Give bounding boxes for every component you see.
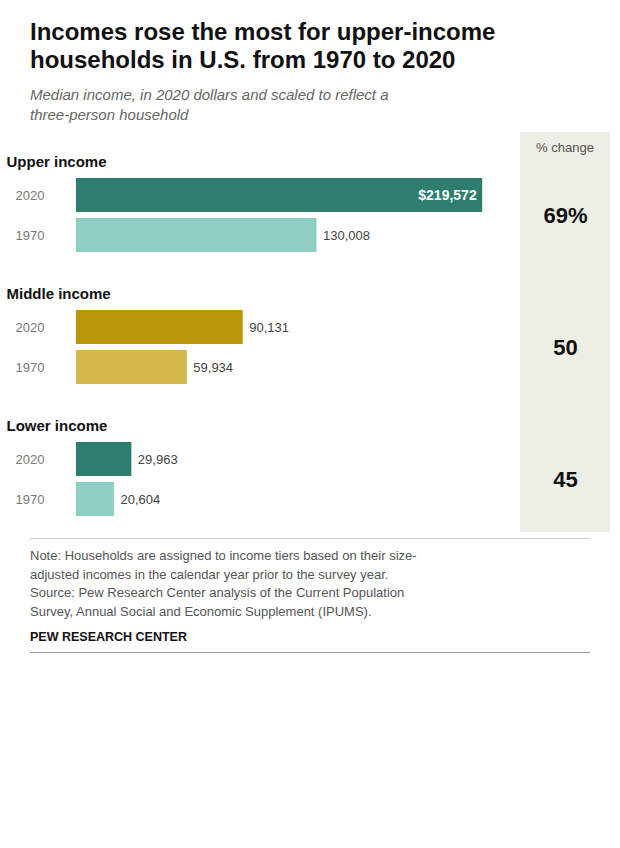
html-text:PEW RESEARCH CENTER: PEW RESEARCH CENTER [30,630,187,645]
svg-text:2020: 2020 [16,187,45,202]
svg-text:$219,572: $219,572 [418,187,477,203]
svg-text:130,008: 130,008 [323,227,370,242]
html-text:Note: Households are assigned: Note: Households are assigned to income … [30,547,417,620]
svg-text:Middle income: Middle income [7,284,111,301]
svg-text:1970: 1970 [16,227,45,242]
html-text:Incomes rose the most for uppe: Incomes rose the most for upper-income h… [30,18,496,73]
html-text:Median income, in 2020 dollars: Median income, in 2020 dollars and scale… [30,86,389,124]
svg-text:2020: 2020 [16,319,45,334]
svg-text:1970: 1970 [16,359,45,374]
html-text:% change: % change [536,139,594,155]
svg-text:69%: 69% [543,202,587,227]
svg-text:Upper income: Upper income [7,152,107,169]
svg-text:1970: 1970 [16,491,45,506]
svg-text:45: 45 [553,466,577,491]
svg-text:2020: 2020 [16,451,45,466]
svg-text:20,604: 20,604 [121,491,161,506]
svg-text:90,131: 90,131 [249,319,289,334]
svg-text:29,963: 29,963 [138,451,178,466]
svg-text:50: 50 [553,334,577,359]
svg-text:Lower income: Lower income [7,416,108,433]
svg-text:59,934: 59,934 [193,359,233,374]
